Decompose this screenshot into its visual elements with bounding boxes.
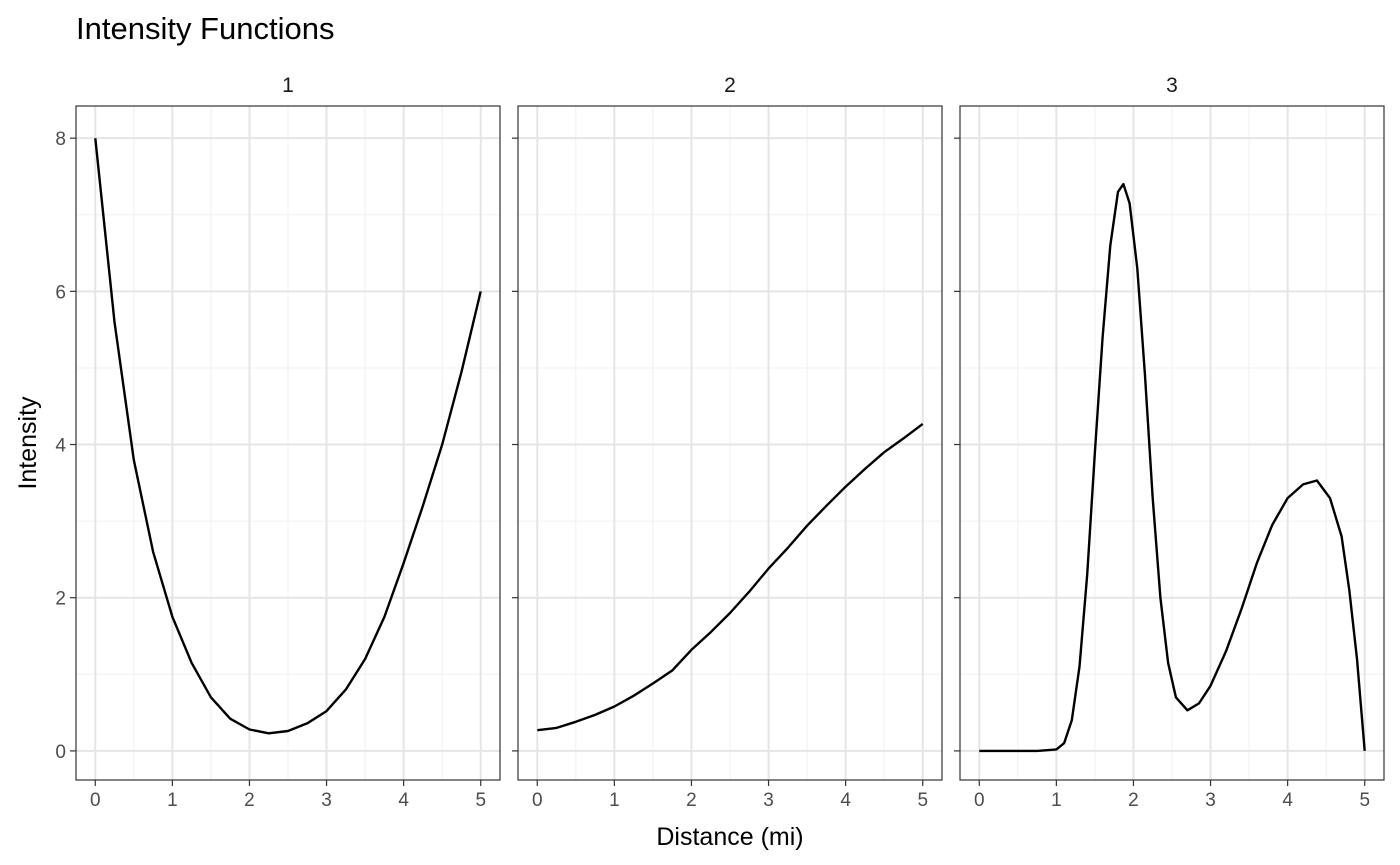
- x-tick-label: 0: [532, 790, 543, 811]
- x-tick-label: 4: [1282, 790, 1293, 811]
- x-tick-label: 5: [475, 790, 486, 811]
- y-tick-label: 2: [55, 589, 66, 610]
- panels: 1 0 1 2 3 4 5 0 2 4 6 8 2 0 1 2 3 4 5 3 0 1 2 3 4 5: [55, 74, 1385, 811]
- x-tick-label: 3: [763, 790, 774, 811]
- series-line-panel-3: [979, 182, 1366, 753]
- x-tick-label: 2: [244, 790, 255, 811]
- y-tick-label: 8: [55, 129, 66, 150]
- x-tick-label: 3: [321, 790, 332, 811]
- y-axis-title: Intensity: [14, 396, 42, 490]
- x-tick-label: 2: [1128, 790, 1139, 811]
- chart-title: Intensity Functions: [76, 11, 334, 46]
- x-tick-label: 4: [398, 790, 409, 811]
- panel-border: [517, 105, 943, 781]
- y-tick-label: 6: [55, 282, 66, 303]
- series-line-panel-1: [94, 138, 482, 735]
- y-tick-label: 4: [55, 436, 66, 457]
- x-tick-label: 0: [974, 790, 985, 811]
- series-line-panel-2: [537, 422, 924, 732]
- x-tick-label: 1: [1051, 790, 1062, 811]
- strip-label: 3: [1166, 74, 1178, 97]
- x-tick-label: 1: [167, 790, 178, 811]
- panel-1: 1 0 1 2 3 4 5 0 2 4 6 8: [55, 74, 501, 811]
- panel-border: [959, 105, 1385, 781]
- x-axis-title: Distance (mi): [656, 823, 803, 851]
- panel-3: 3 0 1 2 3 4 5: [954, 74, 1385, 811]
- x-tick-label: 0: [90, 790, 101, 811]
- strip-label: 1: [282, 74, 294, 97]
- x-tick-label: 2: [686, 790, 697, 811]
- y-tick-label: 0: [55, 742, 66, 763]
- x-tick-label: 5: [1359, 790, 1370, 811]
- strip-label: 2: [724, 74, 736, 97]
- x-tick-label: 3: [1205, 790, 1216, 811]
- x-tick-label: 4: [840, 790, 851, 811]
- panel-2: 2 0 1 2 3 4 5: [512, 74, 943, 811]
- x-tick-label: 1: [609, 790, 620, 811]
- x-tick-label: 5: [917, 790, 928, 811]
- panel-border: [75, 105, 501, 781]
